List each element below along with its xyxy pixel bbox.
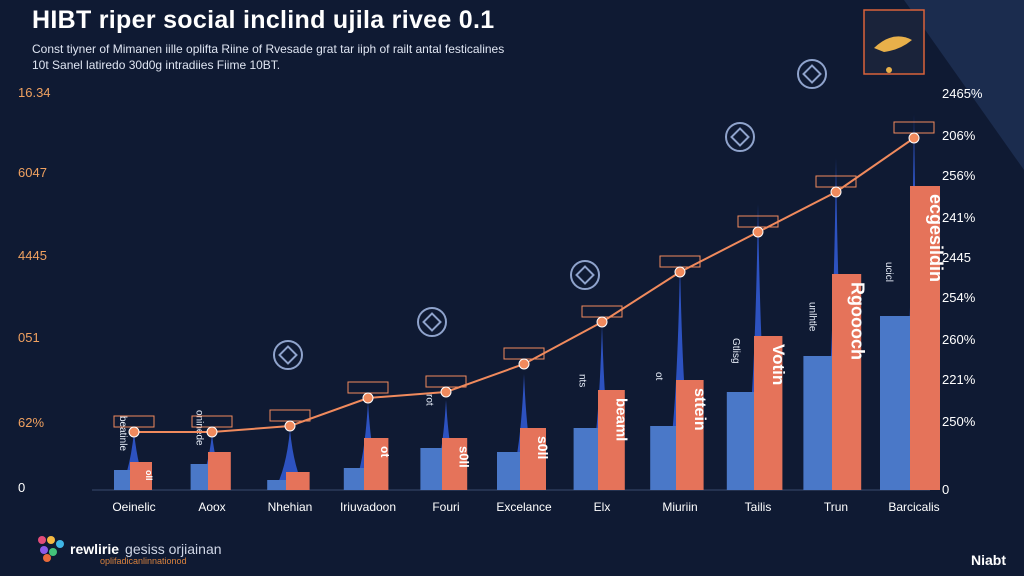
left-axis-tick-label: 6047 [18,165,47,180]
category-label: Trun [824,500,848,514]
bar-label: s0ll [535,436,551,459]
orange-bar [676,380,704,490]
bar-side-label: Gtlisg [730,338,741,364]
right-axis-tick-label: 2465% [942,86,983,101]
line-point [908,132,920,144]
blue-bar [343,468,364,490]
bar-side-label: oninede [194,410,205,446]
point-badge-box [425,375,467,388]
orange-bar [754,336,783,490]
line-point [128,426,140,438]
brand-subline: oplifadicanlinnationod [100,556,187,566]
bar-label: Votin [769,344,788,385]
line-point [674,266,686,278]
blue-bar [114,470,130,490]
category-label: Tailis [745,500,772,514]
bar-side-label: rot [423,394,434,406]
orange-bar [442,438,468,490]
bar-label: Rgoooch [848,282,868,360]
blue-bar [267,480,286,490]
bar-side-label: nts [577,374,588,387]
category-label: Fouri [432,500,459,514]
line-point [596,316,608,328]
right-axis-tick-label: 206% [942,128,976,143]
chart-subtitle-line-1: Const tiyner of Mimanen iille oplifta Ri… [32,42,505,56]
orange-bar [910,186,940,490]
blue-bar [190,464,208,490]
line-point [362,392,374,404]
line-point [284,420,296,432]
category-label: Miuriin [662,500,697,514]
line-point [830,186,842,198]
blue-bar [420,448,442,490]
bar-chart-icon [570,260,600,290]
right-axis-tick-label: 254% [942,290,976,305]
right-axis-tick-label: 0 [942,482,949,497]
category-label: Aoox [198,500,225,514]
trophy-icon [797,59,827,89]
point-badge-box [581,305,623,318]
chart-subtitle-line-2: 10t Sanel latiredo 30d0g intradiies Fiim… [32,58,281,72]
orange-bar [130,462,152,490]
brand-logo-icon [38,536,64,562]
shield-icon [273,340,303,370]
category-label: Iriuvadoon [340,500,396,514]
category-label: Elx [594,500,611,514]
bar-label: ot [378,446,392,457]
line-point [752,226,764,238]
brand-name: rewlirie [70,541,120,557]
blue-bar [573,428,598,490]
blue-bar [497,452,520,490]
right-axis-tick-label: 241% [942,210,976,225]
point-badge-box [347,381,389,394]
right-axis-tick-label: 2445 [942,250,971,265]
line-point [440,386,452,398]
category-label: Oeinelic [112,500,155,514]
footer-brand-mark: Niabt [971,552,1006,568]
orange-bar [832,274,862,490]
right-axis-tick-label: 256% [942,168,976,183]
left-axis-tick-label: 0 [18,480,25,495]
left-axis-tick-label: 4445 [18,248,47,263]
bar-label: s0ll [457,446,472,468]
orange-bar [208,452,231,490]
blue-bar [880,316,910,490]
blue-bar [726,392,754,490]
left-axis-tick-label: 16.34 [18,85,51,100]
gear-icon [417,307,447,337]
blue-bar [650,426,676,490]
bar-label: oll [144,470,154,481]
line-point [206,426,218,438]
bar-label: beaml [612,398,629,441]
bar-side-label: ucicl [883,262,894,282]
right-axis-tick-label: 250% [942,414,976,429]
right-axis-tick-label: 221% [942,372,976,387]
bar-side-label: ot [653,372,664,381]
brand-block: rewlirie gesiss orjiainan [38,536,222,562]
spike-mark [660,262,700,490]
left-axis-tick-label: 62% [18,415,44,430]
chart-title: HIBT riper social inclind ujila rivee 0.… [32,6,495,34]
orange-bar [364,438,389,490]
category-label: Nhehian [268,500,313,514]
brand-tagline: gesiss orjiainan [125,541,222,557]
orange-bar [598,390,625,490]
bar-side-label: beatinle [117,416,128,451]
blue-bar [803,356,832,490]
category-label: Excelance [496,500,552,514]
bar-side-label: unlhtle [806,302,817,332]
framed-emblem-icon [863,9,925,75]
line-point [518,358,530,370]
left-axis-tick-label: 051 [18,330,40,345]
orange-bar [520,428,546,490]
bar-label: ecgesildin [926,194,946,282]
category-label: Barcicalis [888,500,939,514]
orange-bar [286,472,310,490]
monitor-icon [725,122,755,152]
right-axis-tick-label: 260% [942,332,976,347]
bar-label: sttein [691,388,708,431]
point-badge-box [269,409,311,422]
